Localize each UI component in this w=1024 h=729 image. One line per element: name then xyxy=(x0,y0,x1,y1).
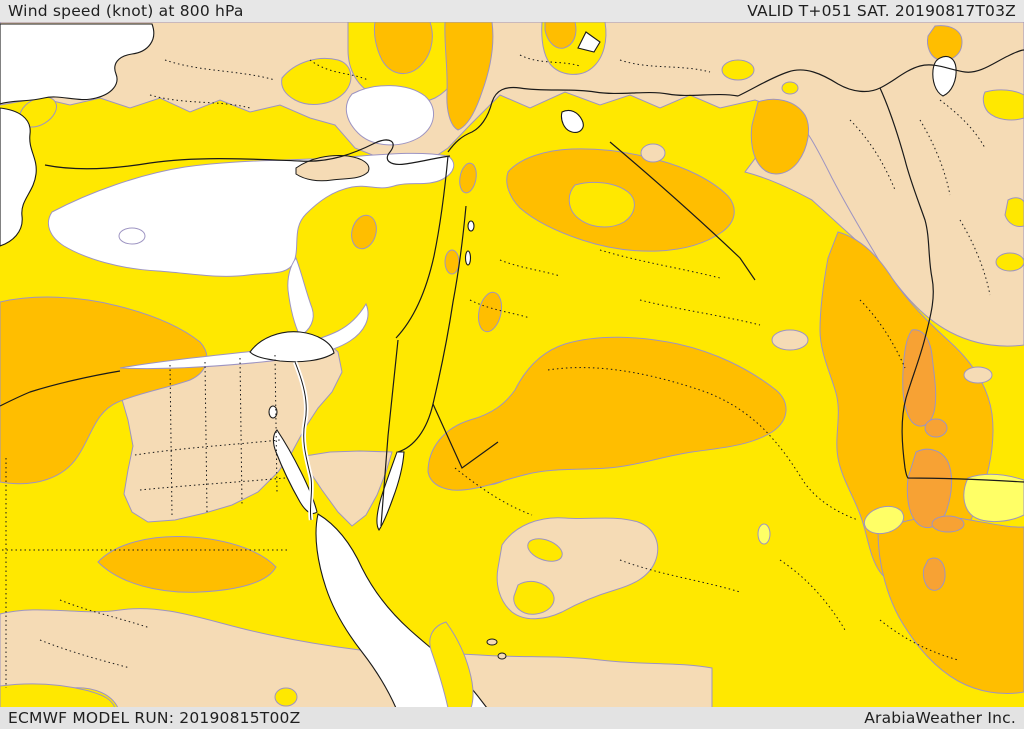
sea-of-galilee xyxy=(467,220,475,232)
contour-white-small-med xyxy=(118,227,146,245)
yellow-patch-van-east xyxy=(781,81,799,95)
border-egypt-israel xyxy=(380,339,399,527)
water-bodies xyxy=(0,23,957,709)
header-bar: Wind speed (knot) at 800 hPa VALID T+051… xyxy=(0,0,1024,22)
gulf-of-aqaba xyxy=(376,451,405,531)
admin-turkey-2 xyxy=(309,59,369,81)
border-turkey-caucasus-iran xyxy=(737,49,1024,97)
admin-sudan-1 xyxy=(59,599,151,629)
admin-saudi-1 xyxy=(619,559,741,593)
map-title: Wind speed (knot) at 800 hPa xyxy=(8,2,244,20)
border-saudi-jordan-dotted xyxy=(454,467,533,516)
coast-turkey-south xyxy=(44,139,451,170)
sea-black-sea xyxy=(0,23,155,105)
orange-cores xyxy=(902,329,965,591)
admin-syria-1 xyxy=(469,299,531,319)
yellow-pocket-caspian-3 xyxy=(995,252,1024,272)
admin-borders-dotted xyxy=(2,54,991,688)
tan-overlays xyxy=(640,143,993,384)
border-syria-iraq xyxy=(609,141,756,281)
admin-saudi-2 xyxy=(779,559,846,631)
island-cyprus xyxy=(295,155,370,182)
yellow-spot-aswan xyxy=(274,687,298,707)
yellow-patch-van-west xyxy=(721,59,755,81)
yellow-pocket-caspian-2 xyxy=(1004,197,1024,227)
land-sinai-tan xyxy=(304,450,393,527)
yellow-patch-central-turkey xyxy=(281,57,352,105)
lake-bitter xyxy=(268,405,278,419)
amber-east-anatolia-a xyxy=(373,21,433,75)
admin-turkey-5 xyxy=(619,59,711,73)
islands xyxy=(295,155,507,660)
amber-anatolia-small xyxy=(544,21,577,49)
pale-pocket-small xyxy=(757,523,771,545)
tan-spot-zagros-w xyxy=(771,329,809,351)
orange-zagros-north xyxy=(902,329,937,427)
pale-pocket-khuzestan xyxy=(863,505,905,535)
valid-time-label: VALID T+051 SAT. 20190817T03Z xyxy=(747,2,1016,20)
amber-central-iraq-saudi xyxy=(427,336,787,491)
admin-saudi-3 xyxy=(879,619,959,661)
admin-egypt-v3 xyxy=(239,357,243,506)
yellow-wiggle-nafud-1 xyxy=(527,538,563,562)
lake-assad xyxy=(560,109,584,133)
border-jordan-river xyxy=(397,205,467,453)
border-saudi-iraq xyxy=(547,367,859,521)
amber-urmia-patch xyxy=(927,25,963,61)
amber-jordan xyxy=(477,291,503,333)
border-iraq-iran xyxy=(879,87,1024,483)
admin-turkey-1 xyxy=(164,59,276,81)
admin-turkey-3 xyxy=(149,94,251,109)
orange-zagros-mid xyxy=(924,418,948,438)
amber-lebanon-1 xyxy=(459,162,477,194)
admin-iraq-1 xyxy=(639,299,761,326)
amber-west-desert xyxy=(0,296,208,485)
amber-east-anatolia-tongue xyxy=(444,21,494,131)
pale-pockets xyxy=(757,473,1024,545)
border-turkey-syria xyxy=(447,86,739,153)
orange-gulf-small xyxy=(922,557,946,591)
border-jordan-saudi-zigzag xyxy=(432,403,499,469)
island-red-sea-1 xyxy=(486,638,498,646)
footer-bar: ECMWF MODEL RUN: 20190815T00Z ArabiaWeat… xyxy=(0,707,1024,729)
sea-nile-delta xyxy=(249,331,335,363)
amber-mosul xyxy=(750,98,809,175)
amber-lebanon-2 xyxy=(444,249,460,275)
admin-iraq-2 xyxy=(599,249,721,279)
coast-israel-lebanon xyxy=(395,155,449,339)
yellow-pocket-caspian-1 xyxy=(982,89,1024,121)
orange-zagros-south xyxy=(906,448,953,528)
dead-sea xyxy=(464,250,472,266)
lake-van xyxy=(577,31,601,53)
sea-red-sea xyxy=(315,513,489,709)
admin-iran-3 xyxy=(959,219,991,296)
admin-iran-2 xyxy=(919,119,951,196)
admin-syria-2 xyxy=(499,259,561,277)
island-red-sea-2 xyxy=(497,652,507,660)
contour-white-central-turkey xyxy=(345,85,434,146)
yellow-hole-syria xyxy=(568,181,635,228)
credit-label: ArabiaWeather Inc. xyxy=(864,709,1016,727)
orange-gulf-north xyxy=(931,515,965,533)
yellow-strip-bottom-left xyxy=(0,683,116,709)
river-nile-line xyxy=(294,361,313,521)
sea-aegean xyxy=(0,107,37,247)
admin-sudan-2 xyxy=(39,639,131,669)
tan-spot-zagros-e xyxy=(963,366,993,384)
admin-turkey-4 xyxy=(519,54,581,67)
admin-egypt-v4 xyxy=(274,354,278,493)
country-borders xyxy=(0,49,1024,527)
yellow-wiggle-nafud-2 xyxy=(513,581,555,615)
amber-sea-cyprus-sw xyxy=(351,214,377,250)
coast-libya-egypt xyxy=(0,370,121,407)
tan-hole-jazira xyxy=(640,143,666,163)
model-run-label: ECMWF MODEL RUN: 20190815T00Z xyxy=(8,709,301,727)
pale-pocket-fars xyxy=(963,473,1024,523)
